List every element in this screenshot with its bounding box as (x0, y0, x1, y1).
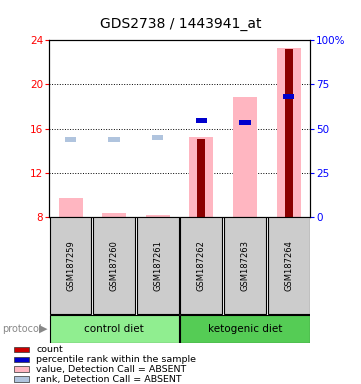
Bar (268, 217, 310, 314)
Bar (65, 137, 76, 142)
Bar (14, 347, 29, 352)
Text: rank, Detection Call = ABSENT: rank, Detection Call = ABSENT (36, 374, 182, 384)
Bar (109, 137, 120, 142)
Bar (224, 217, 266, 314)
Text: GSM187262: GSM187262 (197, 240, 206, 291)
Bar (102, 213, 126, 217)
Text: GSM187259: GSM187259 (66, 240, 75, 291)
Text: ▶: ▶ (39, 324, 48, 334)
Text: control diet: control diet (84, 324, 144, 334)
Bar (152, 135, 164, 140)
Bar (14, 376, 29, 382)
Bar (49, 315, 179, 343)
Text: value, Detection Call = ABSENT: value, Detection Call = ABSENT (36, 365, 186, 374)
Bar (190, 137, 213, 217)
Bar (283, 94, 294, 99)
Text: GSM187261: GSM187261 (153, 240, 162, 291)
Bar (197, 139, 205, 217)
Bar (277, 48, 301, 217)
Bar (93, 217, 135, 314)
Bar (180, 217, 222, 314)
Bar (49, 217, 91, 314)
Bar (180, 315, 310, 343)
Text: GSM187263: GSM187263 (240, 240, 249, 291)
Text: GSM187264: GSM187264 (284, 240, 293, 291)
Text: protocol: protocol (2, 324, 42, 334)
Bar (146, 215, 170, 217)
Bar (14, 357, 29, 362)
Bar (285, 49, 292, 217)
Bar (196, 119, 207, 123)
Bar (239, 120, 251, 125)
Text: ketogenic diet: ketogenic diet (208, 324, 282, 334)
Bar (14, 366, 29, 372)
Text: percentile rank within the sample: percentile rank within the sample (36, 355, 196, 364)
Text: GSM187260: GSM187260 (110, 240, 119, 291)
Bar (137, 217, 179, 314)
Text: GDS2738 / 1443941_at: GDS2738 / 1443941_at (100, 17, 261, 31)
Bar (58, 198, 83, 217)
Bar (233, 97, 257, 217)
Text: count: count (36, 345, 63, 354)
